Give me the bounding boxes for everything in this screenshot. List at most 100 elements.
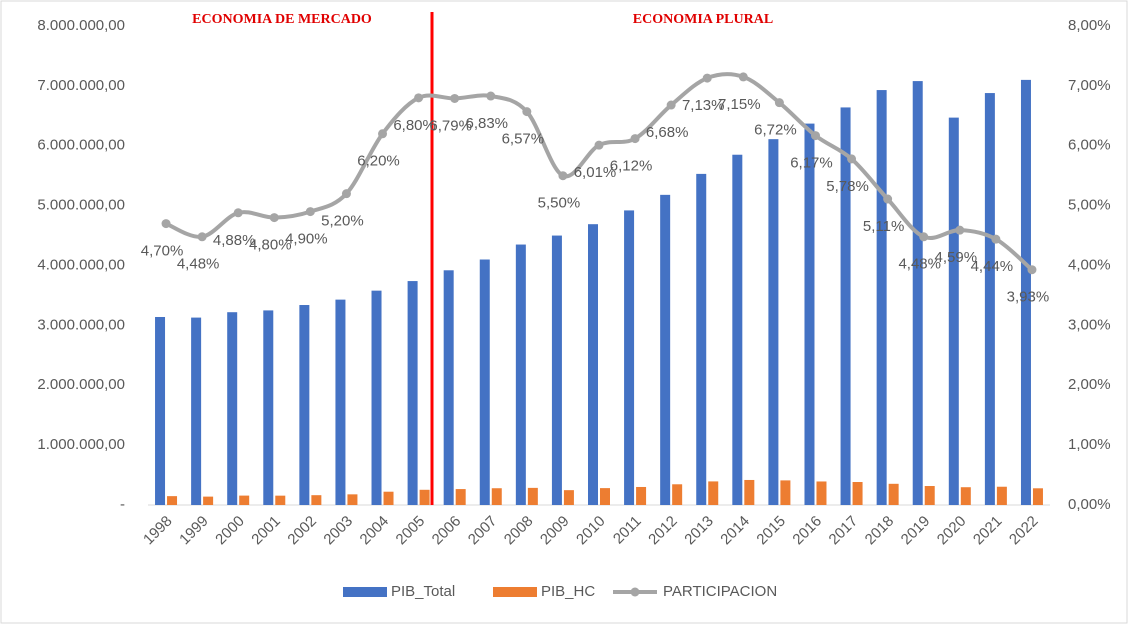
bar [840,107,851,506]
bar [191,317,202,505]
y2-tick-label: 2,00% [1068,376,1111,393]
bar [624,210,635,506]
legend-swatch [493,587,537,597]
data-label: 6,83% [465,115,508,132]
bar [419,489,430,505]
y2-tick-label: 5,00% [1068,197,1111,214]
bar [780,480,791,505]
data-label: 4,48% [177,256,220,273]
point [341,189,351,199]
data-label: 7,13% [682,97,725,114]
point [666,100,676,110]
y2-tick-label: 4,00% [1068,256,1111,273]
point [269,213,279,223]
bar [335,299,346,505]
bar [732,154,743,505]
legend-label: PIB_HC [541,583,595,600]
y-tick-label: - [120,496,125,513]
data-label: 4,80% [249,237,292,254]
data-label: 5,20% [321,213,364,230]
data-label: 6,72% [754,122,797,139]
bar [203,496,214,505]
bar [888,483,899,505]
data-label: 6,17% [790,155,833,172]
data-label: 6,01% [574,164,617,181]
point [810,131,820,141]
data-label: 4,88% [213,232,256,249]
point [233,208,243,218]
point [630,134,640,144]
bar [155,316,166,505]
bar [443,270,454,505]
bar [588,224,598,505]
point [847,154,857,164]
point [414,93,424,103]
bar [311,495,322,505]
bar [239,495,250,505]
bar [455,489,466,505]
y-tick-label: 2.000.000,00 [37,376,125,393]
y2-tick-label: 6,00% [1068,137,1111,154]
data-label: 6,68% [646,124,689,141]
y2-tick-label: 3,00% [1068,316,1111,333]
annotation: ECONOMIA PLURAL [633,12,773,27]
bar [696,173,707,506]
bar [636,486,647,505]
point [702,73,712,83]
bar [299,305,310,505]
bar [275,495,286,505]
bar [527,487,538,505]
data-label: 4,59% [935,249,978,266]
data-label: 5,11% [863,218,904,235]
data-label: 4,90% [285,231,328,248]
data-label: 4,48% [898,256,941,273]
point [991,234,1001,244]
y2-tick-label: 0,00% [1068,496,1111,513]
bar [816,481,827,505]
bar [551,235,562,505]
bar [708,481,719,505]
point [197,232,207,242]
y-tick-label: 3.000.000,00 [37,316,125,333]
data-label: 6,12% [610,158,653,175]
y2-tick-label: 8,00% [1068,17,1111,34]
bar [600,488,610,505]
data-label: 5,50% [538,195,581,212]
legend-swatch [630,587,640,597]
bar [660,194,671,505]
data-label: 6,20% [357,153,400,170]
point [450,93,460,103]
bar [563,490,574,505]
bar [479,259,490,505]
bar [852,482,863,505]
data-label: 4,70% [141,243,184,260]
y-tick-label: 4.000.000,00 [37,256,125,273]
y2-tick-label: 7,00% [1068,77,1111,94]
point [883,194,893,204]
point [1027,265,1037,275]
point [305,207,315,217]
legend-label: PIB_Total [391,583,455,600]
point [594,140,604,150]
data-label: 3,93% [1007,289,1050,306]
annotation: ECONOMIA DE MERCADO [192,12,372,27]
bar [876,90,887,505]
data-label: 4,44% [971,258,1014,275]
bar [227,312,238,505]
bar [996,486,1007,505]
bar [1032,488,1043,505]
bar [768,139,779,505]
bar [1020,79,1031,505]
bar [371,290,382,505]
data-label: 6,80% [393,117,436,134]
bar [744,479,755,505]
bar [924,486,935,505]
y-tick-label: 8.000.000,00 [37,17,125,34]
bar [515,244,526,505]
bar [672,484,683,505]
point [378,129,388,139]
bar [491,488,502,505]
point [161,219,171,229]
bar [960,487,971,505]
